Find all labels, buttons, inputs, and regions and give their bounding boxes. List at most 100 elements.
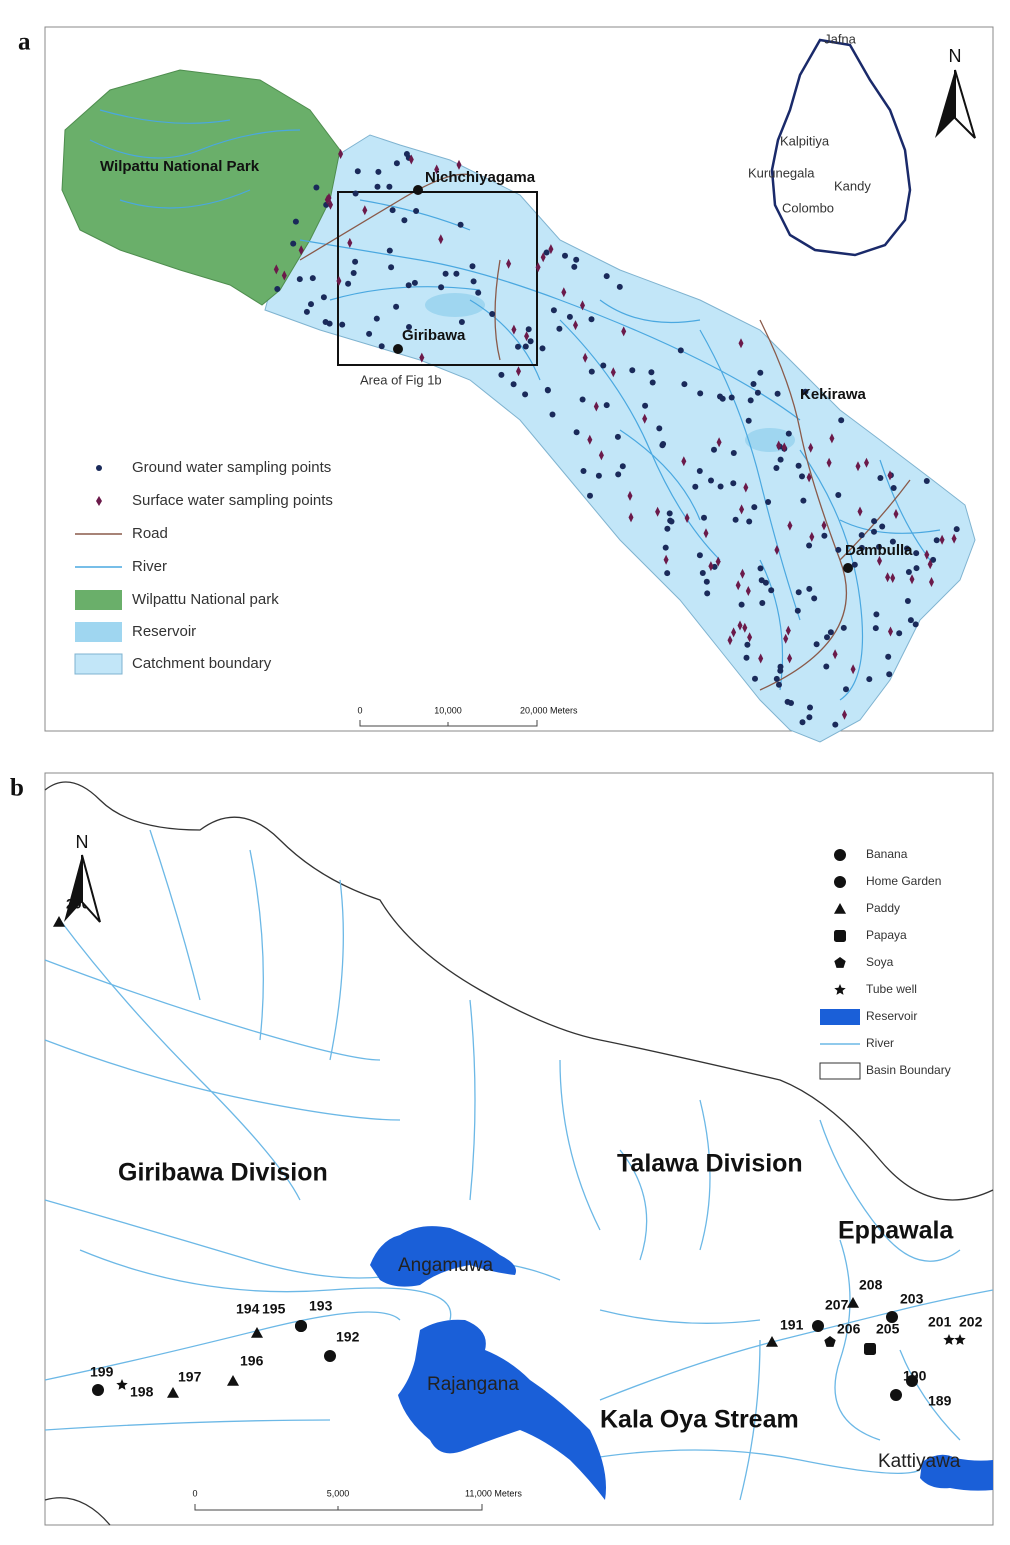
wilpattu-park <box>61 69 341 306</box>
surface-water-point <box>806 472 812 483</box>
ground-water-point <box>743 654 750 661</box>
legend-label: Banana <box>866 847 908 861</box>
panel-letter: a <box>18 29 31 56</box>
site-symbol <box>864 1343 876 1355</box>
ground-water-point <box>835 546 842 553</box>
north-arrow <box>954 69 976 139</box>
surface-water-point <box>924 549 930 560</box>
surface-water-point <box>338 149 344 159</box>
ground-water-point <box>697 390 704 397</box>
legend-label: Paddy <box>866 901 900 915</box>
ground-water-point <box>458 319 465 325</box>
ground-water-point <box>806 542 813 549</box>
surface-water-point <box>298 245 304 256</box>
ground-water-point <box>913 550 920 557</box>
site-symbol <box>116 1379 128 1390</box>
surface-water-point <box>743 482 749 493</box>
ground-water-point <box>614 433 621 440</box>
ground-water-point <box>907 617 914 624</box>
site-symbol <box>834 876 846 888</box>
ground-water-point <box>704 590 711 597</box>
legend-label: Papaya <box>866 928 907 942</box>
ground-water-point <box>930 556 937 563</box>
ground-water-point <box>858 544 865 551</box>
ground-water-point <box>858 532 865 539</box>
ground-water-point <box>711 563 718 570</box>
ground-water-point <box>708 477 714 484</box>
surface-water-point <box>628 512 634 523</box>
ground-water-point <box>543 249 550 256</box>
ground-water-point <box>413 208 420 214</box>
ground-water-point <box>274 286 281 292</box>
surface-water-point <box>610 367 616 378</box>
ground-water-point <box>475 289 482 296</box>
surface-water-point <box>561 287 567 298</box>
ground-water-point <box>411 279 418 286</box>
surface-water-point <box>362 205 368 216</box>
ground-water-point <box>807 704 813 711</box>
ground-water-point <box>303 308 310 315</box>
inset-label: Kandy <box>834 178 871 193</box>
ground-water-point <box>470 278 477 285</box>
ground-water-point <box>757 565 764 572</box>
ground-water-point <box>777 667 784 674</box>
ground-water-point <box>717 393 723 400</box>
ground-water-point <box>525 326 532 333</box>
legend-label: Catchment boundary <box>132 655 272 672</box>
panel-a-map <box>61 38 976 743</box>
ground-water-point <box>588 316 595 323</box>
surface-water-point <box>821 520 827 531</box>
surface-water-point <box>535 262 541 273</box>
site-label: 190 <box>903 1368 927 1384</box>
site-symbol <box>906 1375 918 1387</box>
town <box>843 563 853 573</box>
scale-label: 5,000 <box>327 1488 350 1498</box>
ground-water-point <box>406 324 412 330</box>
ground-water-point <box>896 630 903 637</box>
legend-label: Tube well <box>866 982 917 996</box>
site-label: 198 <box>130 1384 154 1400</box>
scale-bar <box>194 1504 483 1511</box>
ground-water-point <box>550 307 557 314</box>
surface-water-point <box>524 331 530 342</box>
surface-water-point <box>598 450 604 461</box>
ground-water-point <box>933 537 940 544</box>
surface-water-point <box>548 244 554 255</box>
surface-water-point <box>787 653 793 664</box>
ground-water-point <box>877 475 884 481</box>
ground-water-point <box>765 499 772 505</box>
ground-water-point <box>587 492 593 499</box>
surface-water-point <box>655 506 661 517</box>
ground-water-point <box>389 207 396 214</box>
site-label: 208 <box>859 1277 883 1293</box>
ground-water-point <box>662 544 669 551</box>
surface-water-point <box>826 457 832 468</box>
surface-water-point <box>864 457 869 468</box>
surface-water-point <box>540 252 546 263</box>
ground-water-point <box>824 634 830 641</box>
site-symbol <box>167 1387 179 1398</box>
site-symbol <box>53 916 65 927</box>
ground-water-point <box>573 429 580 436</box>
scale-label: 10,000 <box>434 705 462 715</box>
ground-water-point <box>905 569 912 575</box>
site-symbol <box>834 930 846 942</box>
ground-water-point <box>649 379 656 386</box>
place-label: Kattiyawa <box>878 1451 961 1472</box>
ground-water-point <box>744 641 751 648</box>
surface-water-point <box>808 442 814 453</box>
surface-water-point <box>850 664 856 675</box>
site-symbol <box>890 1389 902 1401</box>
ground-water-point <box>373 315 380 322</box>
ground-water-point <box>664 525 671 532</box>
legend-b: Banana Home Garden Paddy Papaya Soya Tube wel… <box>819 847 951 1080</box>
site-symbol <box>943 1334 955 1345</box>
site-symbol <box>834 849 846 861</box>
surface-water-point <box>511 324 517 335</box>
surface-water-point <box>347 237 353 248</box>
ground-water-point <box>580 468 587 474</box>
ground-water-point <box>571 263 578 270</box>
ground-water-point <box>746 518 753 525</box>
surface-water-point <box>781 442 787 453</box>
ground-water-point <box>795 462 802 469</box>
